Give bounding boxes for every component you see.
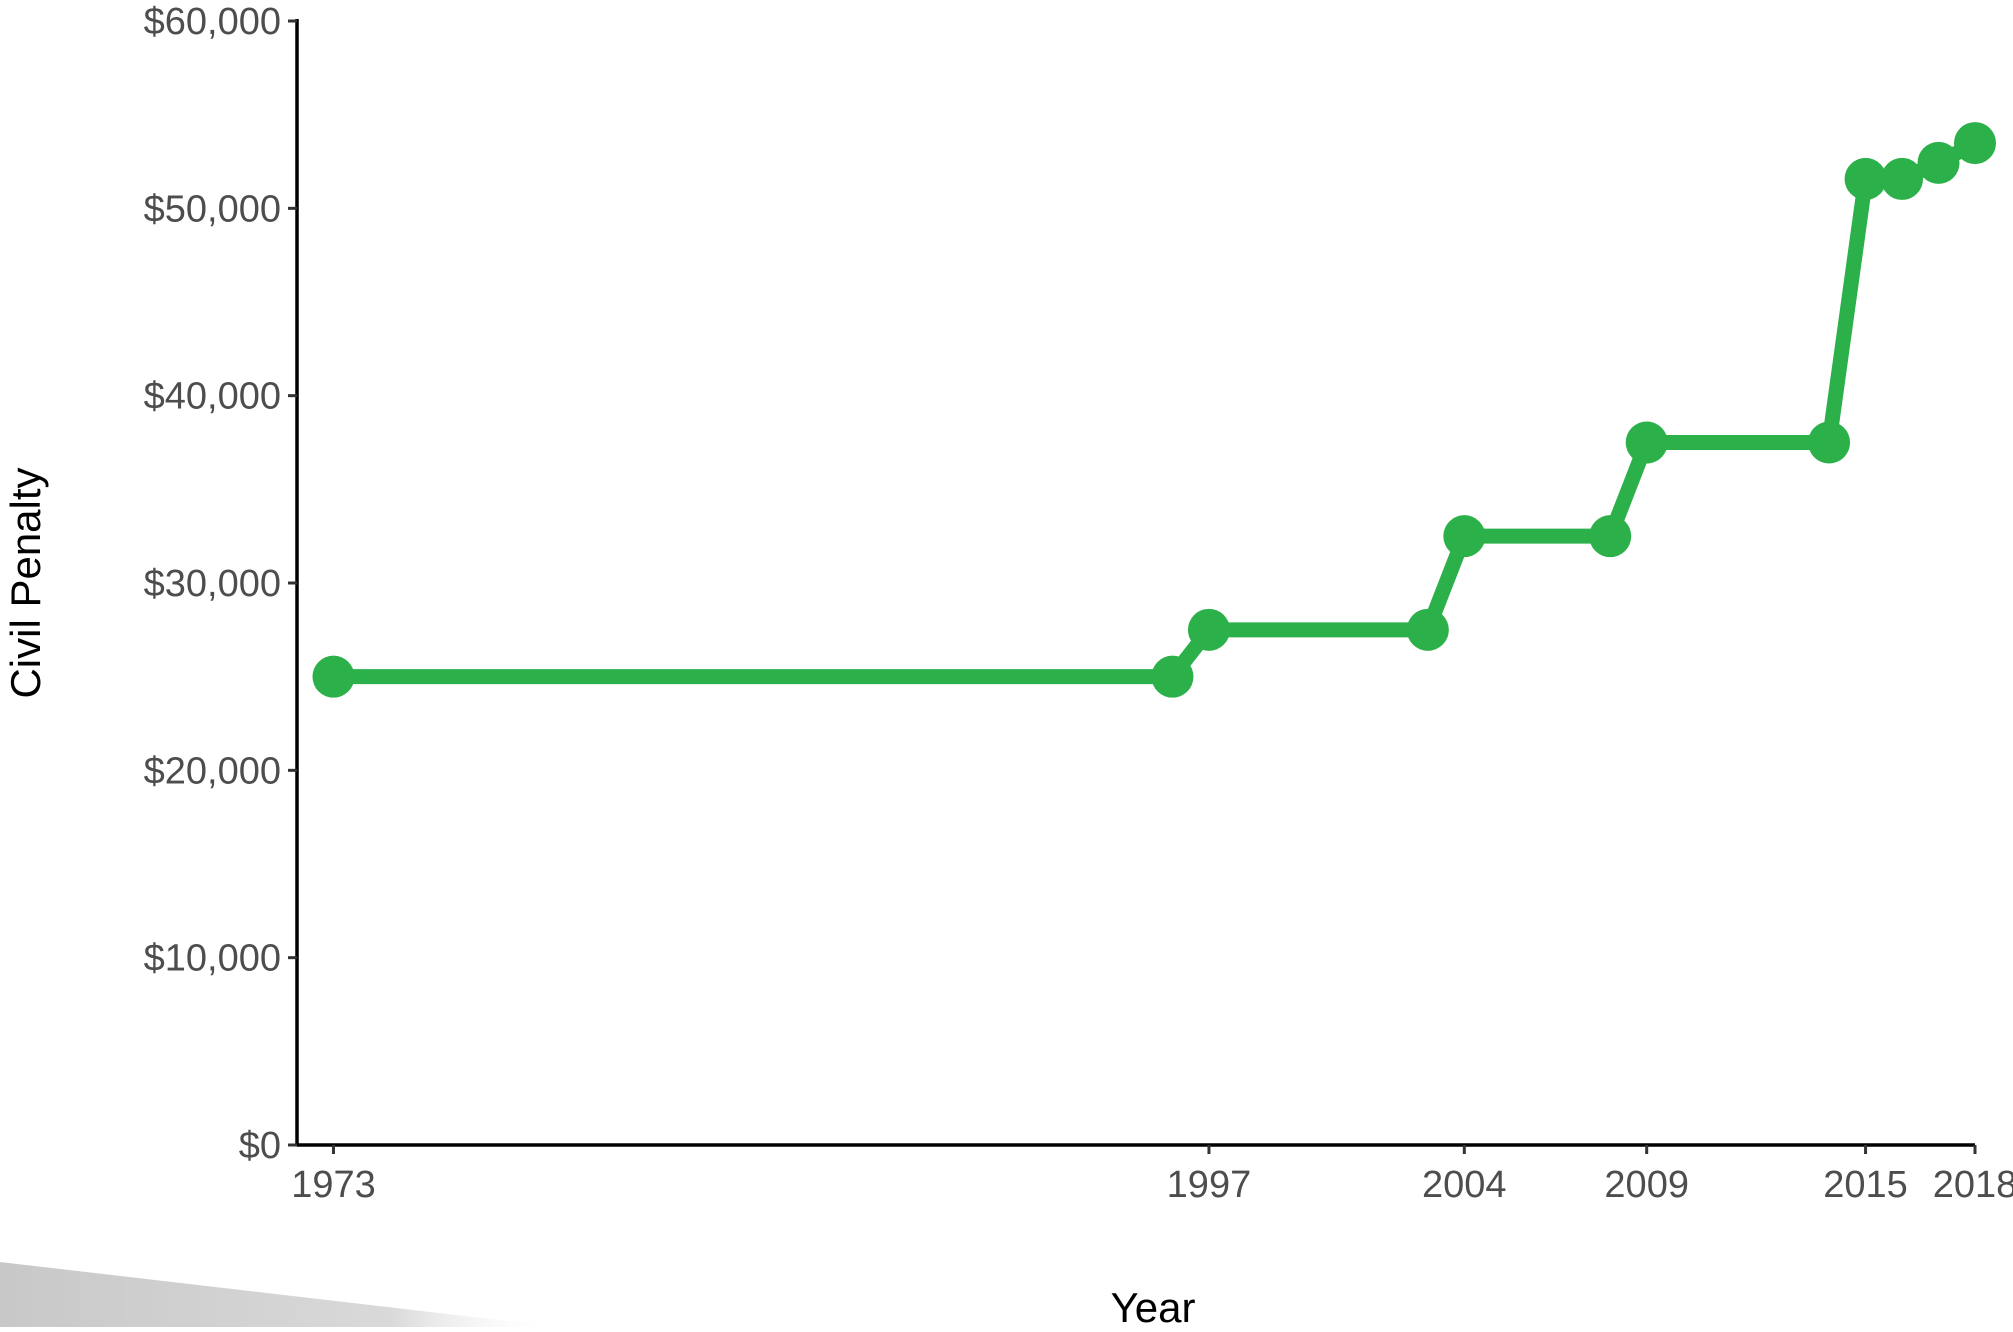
data-point: [1881, 157, 1924, 200]
series-group: [312, 122, 1996, 698]
data-point: [1589, 515, 1632, 558]
data-point: [1917, 141, 1960, 184]
x-tick-label: 2018: [1933, 1164, 2013, 1206]
y-tick-label: $20,000: [144, 750, 281, 792]
x-tick-label: 2004: [1422, 1164, 1507, 1206]
data-point: [1443, 515, 1486, 558]
y-axis-title: Civil Penalty: [2, 467, 49, 698]
x-tick-label: 2009: [1604, 1164, 1689, 1206]
y-tick-label: $10,000: [144, 938, 281, 980]
x-tick-label: 2015: [1823, 1164, 1908, 1206]
decorative-shadow: [0, 1262, 560, 1327]
y-tick-label: $60,000: [144, 1, 281, 43]
data-point: [1187, 608, 1230, 651]
x-tick-label: 1997: [1167, 1164, 1252, 1206]
x-axis: 1973 1997 2004 2009 2015 2018: [291, 1143, 2013, 1206]
x-tick-label: 1973: [291, 1164, 376, 1206]
x-axis-title: Year: [1111, 1284, 1196, 1327]
data-point: [1406, 608, 1449, 651]
y-axis: $0 $10,000 $20,000 $30,000 $40,000 $50,000 $60…: [144, 1, 299, 1167]
data-point: [1808, 421, 1851, 464]
data-point: [1844, 157, 1887, 200]
data-point: [1625, 421, 1668, 464]
y-tick-label: $40,000: [144, 376, 281, 418]
y-tick-label: $0: [239, 1125, 281, 1167]
data-point: [1151, 655, 1194, 698]
series-line: [325, 135, 1983, 685]
data-point: [312, 655, 355, 698]
y-tick-label: $30,000: [144, 563, 281, 605]
y-tick-label: $50,000: [144, 188, 281, 230]
data-point: [1954, 122, 1996, 165]
